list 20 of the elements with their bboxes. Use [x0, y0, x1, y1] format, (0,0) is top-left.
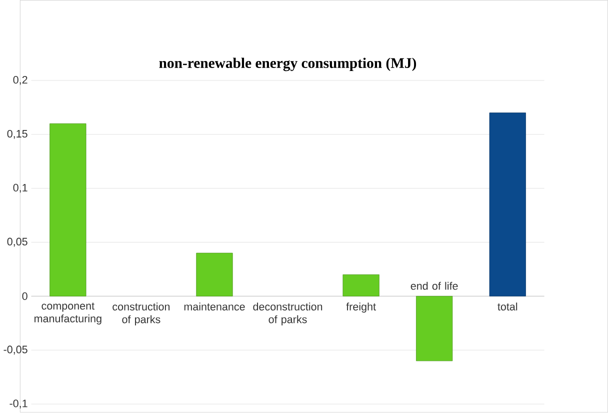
x-tick-label: maintenance — [184, 302, 245, 311]
x-tick-label: freight — [346, 302, 376, 313]
x-tick-label: component manufacturing — [34, 302, 102, 325]
bar — [489, 112, 526, 297]
chart-title: non-renewable energy consumption (MJ) — [159, 58, 416, 72]
y-tick-label: 0 — [22, 292, 28, 300]
y-tick-label: 0,15 — [7, 130, 28, 140]
y-tick-label: -0,1 — [10, 400, 28, 409]
bar — [50, 124, 86, 297]
x-tick-label: total — [498, 302, 518, 311]
y-tick-label: 0,2 — [13, 76, 28, 86]
x-tick-label: deconstruction of parks — [253, 302, 322, 326]
bar — [342, 274, 380, 297]
bar — [416, 296, 453, 362]
y-tick-label: 0,1 — [13, 184, 28, 193]
x-tick-label: construction of parks — [112, 302, 170, 326]
y-tick-label: 0,05 — [7, 238, 28, 247]
x-tick-label: end of life — [410, 282, 458, 290]
bar — [196, 253, 233, 297]
y-tick-label: -0,05 — [4, 346, 28, 355]
